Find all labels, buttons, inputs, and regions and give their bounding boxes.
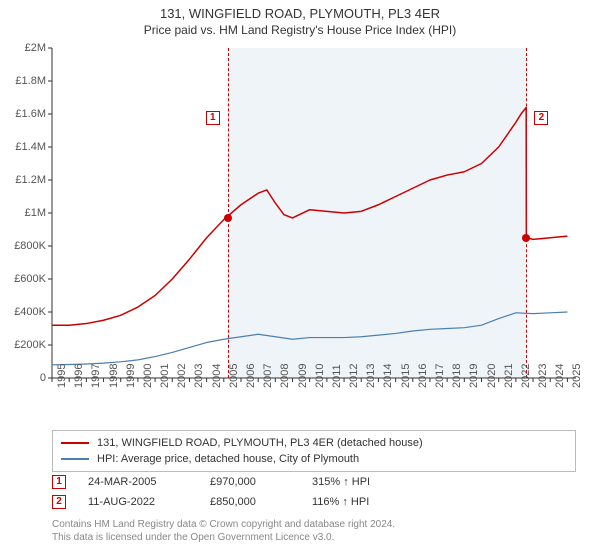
- series-property: [52, 107, 567, 325]
- sale-annotation-row: 2 11-AUG-2022 £850,000 116% ↑ HPI: [52, 492, 576, 512]
- sale-price: £970,000: [210, 476, 290, 488]
- y-tick-label: 0: [40, 372, 46, 384]
- y-tick-label: £1.6M: [15, 108, 46, 120]
- series-hpi: [52, 312, 567, 365]
- legend-item: 131, WINGFIELD ROAD, PLYMOUTH, PL3 4ER (…: [61, 435, 567, 451]
- sale-marker-box: 2: [534, 111, 548, 125]
- footer-line-2: This data is licensed under the Open Gov…: [52, 531, 576, 544]
- x-axis: 1995199619971998199920002001200220032004…: [52, 380, 576, 420]
- footer-attribution: Contains HM Land Registry data © Crown c…: [52, 518, 576, 544]
- legend: 131, WINGFIELD ROAD, PLYMOUTH, PL3 4ER (…: [52, 430, 576, 472]
- sale-marker-box: 1: [206, 111, 220, 125]
- x-tick-label: 2025: [571, 364, 600, 388]
- sale-point: [522, 234, 530, 242]
- y-tick-label: £800K: [14, 240, 46, 252]
- sale-vs-hpi: 315% ↑ HPI: [312, 476, 412, 488]
- y-tick-label: £1M: [25, 207, 46, 219]
- chart-title: 131, WINGFIELD ROAD, PLYMOUTH, PL3 4ER: [0, 0, 600, 21]
- y-tick-label: £1.4M: [15, 141, 46, 153]
- legend-item: HPI: Average price, detached house, City…: [61, 451, 567, 467]
- sale-date: 24-MAR-2005: [88, 476, 188, 488]
- container: 131, WINGFIELD ROAD, PLYMOUTH, PL3 4ER P…: [0, 0, 600, 560]
- sale-annotation-marker: 2: [52, 495, 66, 509]
- legend-swatch: [61, 458, 89, 460]
- y-tick-label: £2M: [25, 42, 46, 54]
- y-tick-label: £600K: [14, 273, 46, 285]
- plot-area: 12: [52, 48, 576, 378]
- y-tick-label: £1.2M: [15, 174, 46, 186]
- sale-marker-line: [526, 48, 527, 378]
- legend-label: 131, WINGFIELD ROAD, PLYMOUTH, PL3 4ER (…: [97, 437, 423, 449]
- chart-subtitle: Price paid vs. HM Land Registry's House …: [0, 21, 600, 41]
- sale-date: 11-AUG-2022: [88, 496, 188, 508]
- chart-area: 0 £200K £400K £600K £800K £1M £1.2M £1.4M £1.6M £…: [0, 44, 600, 424]
- plot-svg: [52, 48, 576, 378]
- legend-label: HPI: Average price, detached house, City…: [97, 453, 359, 465]
- sale-vs-hpi: 116% ↑ HPI: [312, 496, 412, 508]
- sale-annotations: 1 24-MAR-2005 £970,000 315% ↑ HPI 2 11-AUG-20…: [52, 472, 576, 512]
- y-tick-label: £200K: [14, 339, 46, 351]
- sale-point: [224, 214, 232, 222]
- sale-annotation-row: 1 24-MAR-2005 £970,000 315% ↑ HPI: [52, 472, 576, 492]
- sale-price: £850,000: [210, 496, 290, 508]
- y-tick-label: £400K: [14, 306, 46, 318]
- footer-line-1: Contains HM Land Registry data © Crown c…: [52, 518, 576, 531]
- y-tick-label: £1.8M: [15, 75, 46, 87]
- y-axis: 0£200K£400K£600K£800K£1M£1.2M£1.4M£1.6M£…: [0, 48, 52, 378]
- sale-annotation-marker: 1: [52, 475, 66, 489]
- legend-swatch: [61, 442, 89, 444]
